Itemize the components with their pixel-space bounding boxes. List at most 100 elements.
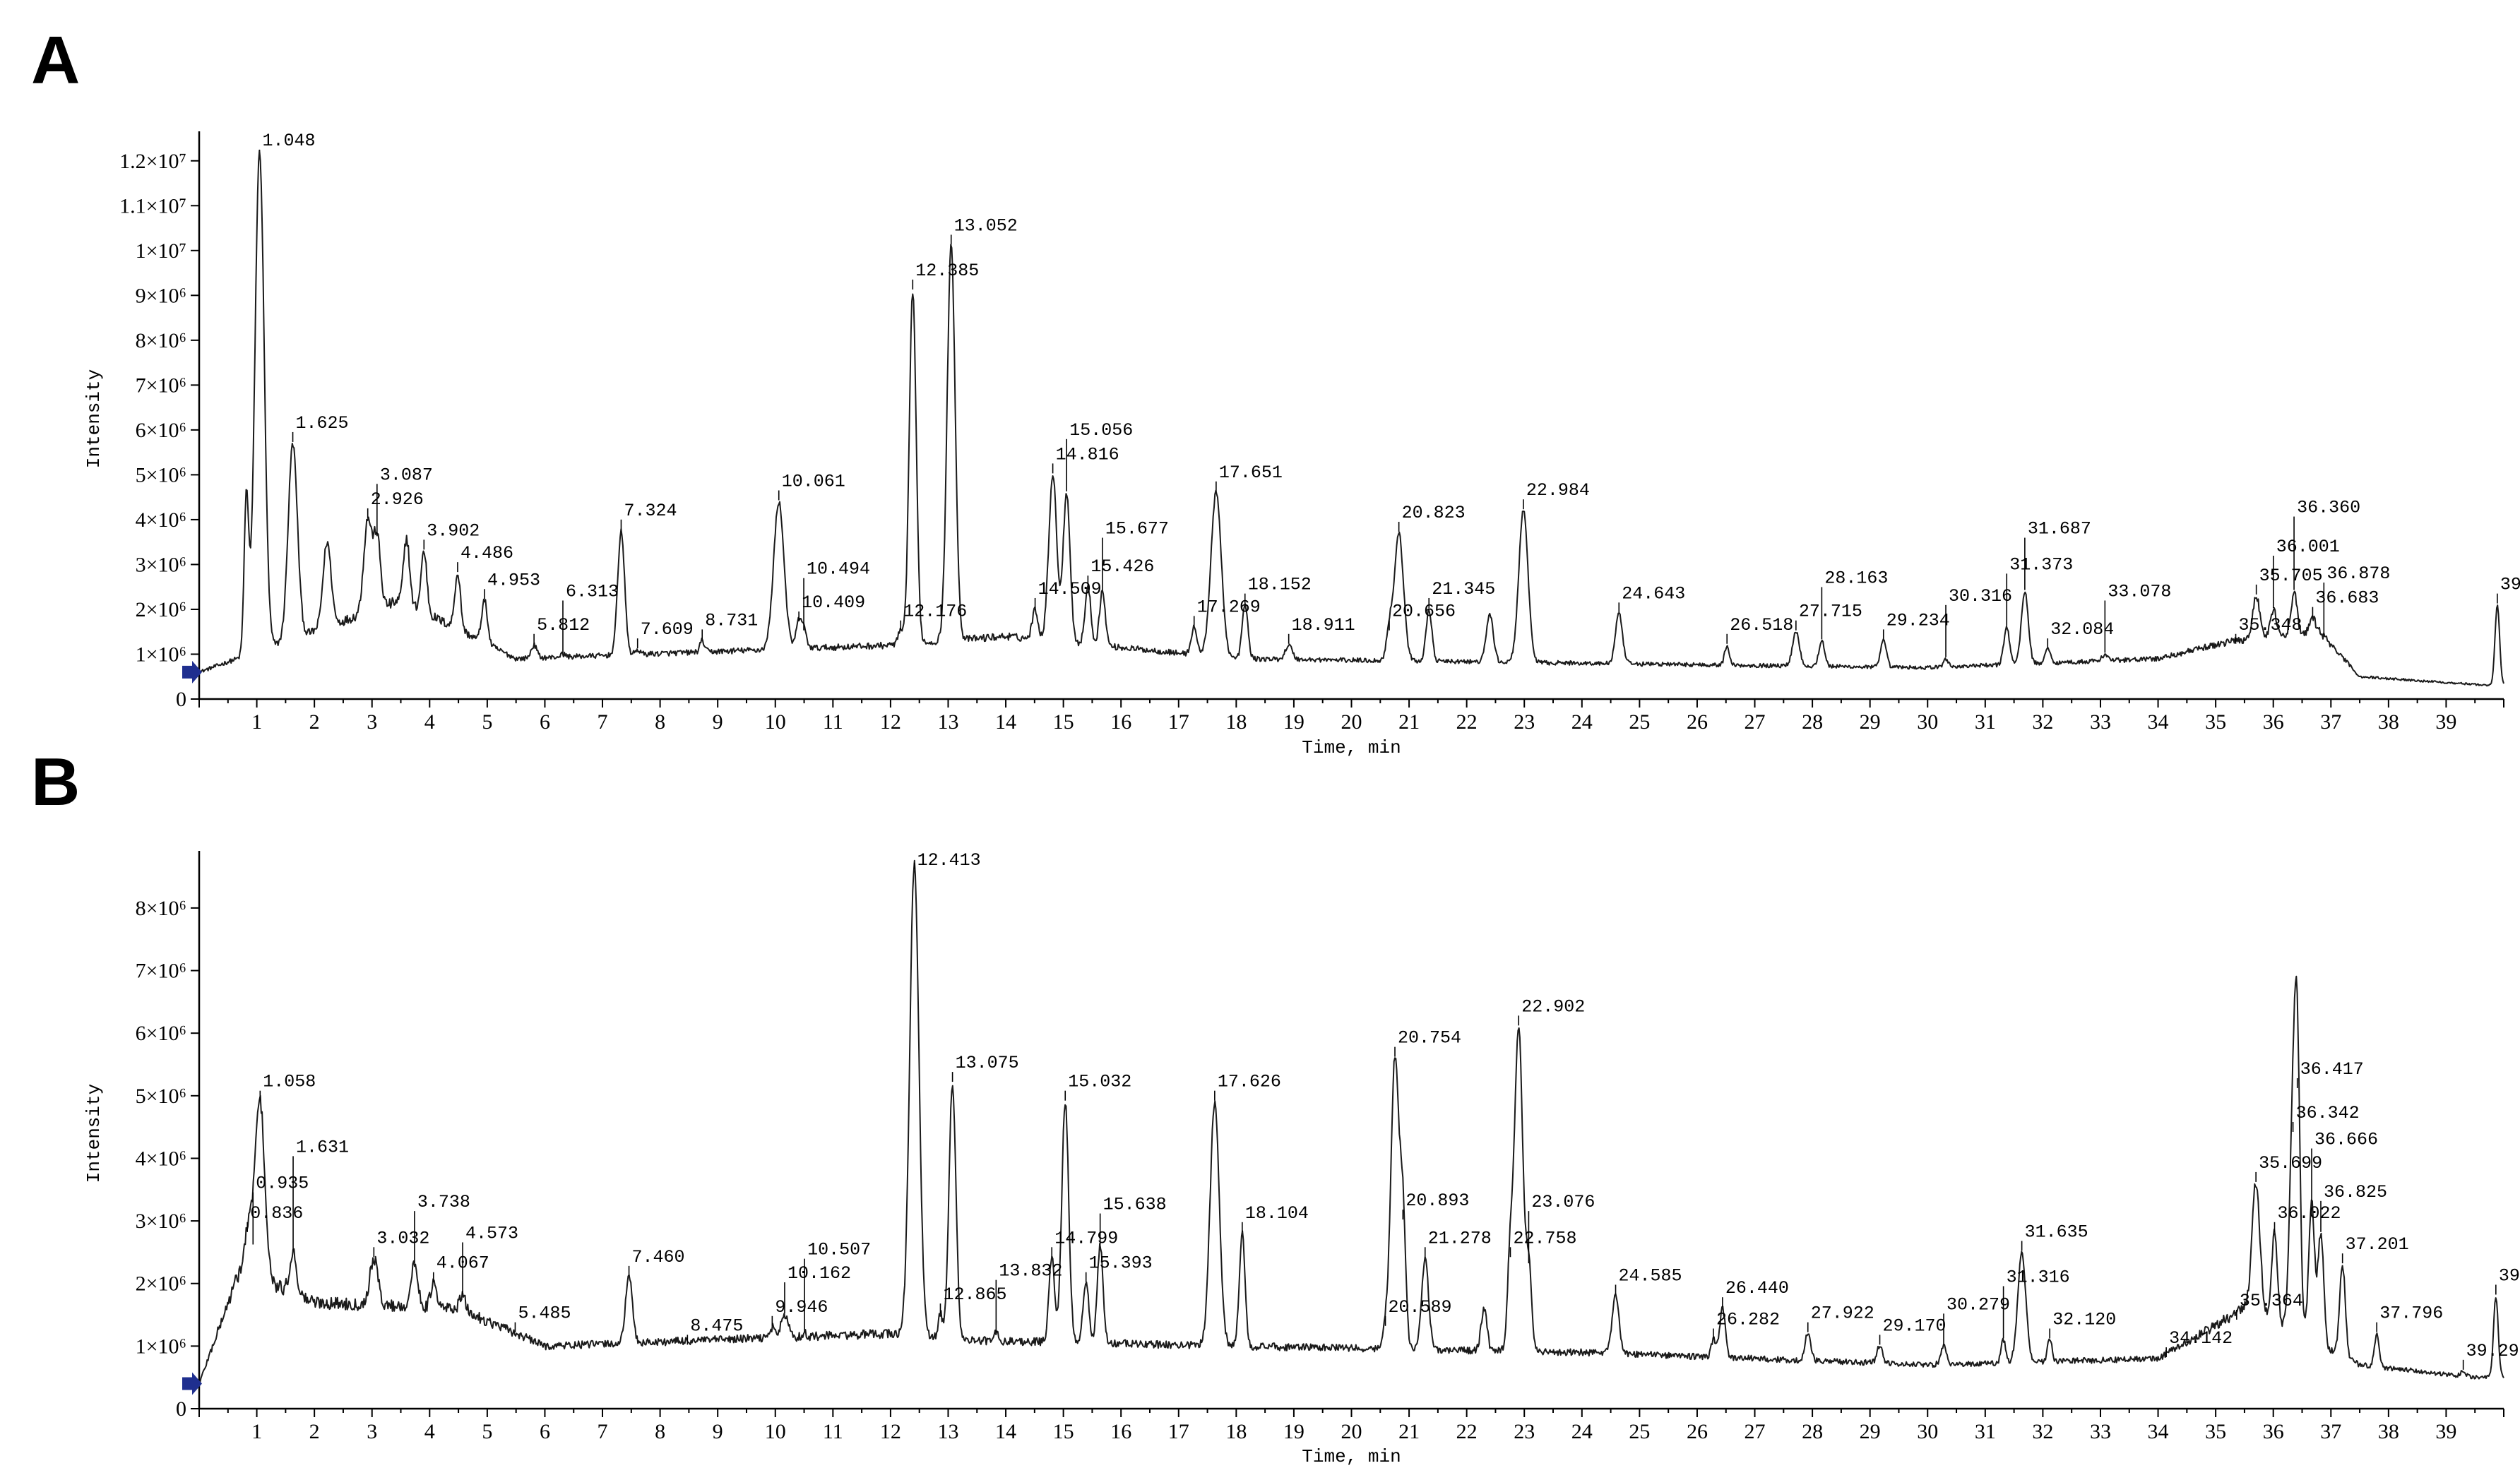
x-tick-label: 23 — [1514, 1420, 1535, 1443]
peak-label: 29.170 — [1883, 1315, 1947, 1336]
x-axis-title: Time, min — [1302, 737, 1401, 758]
peak-label: 0.935 — [256, 1174, 309, 1194]
peak-label: 17.269 — [1197, 597, 1261, 617]
peak-label: 14.816 — [1056, 444, 1119, 465]
peak-label: 12.413 — [917, 850, 981, 871]
peak-label: 32.120 — [2052, 1310, 2116, 1330]
peak-label: 15.638 — [1103, 1195, 1167, 1215]
trace-start-marker — [182, 1372, 202, 1395]
peak-label: 10.162 — [788, 1263, 851, 1284]
peak-label: 7.324 — [624, 501, 677, 521]
peak-label: 31.373 — [2009, 554, 2073, 575]
peak-label: 1.048 — [262, 131, 315, 151]
x-tick-label: 17 — [1168, 1420, 1189, 1443]
x-tick-label: 15 — [1053, 710, 1074, 734]
x-tick-label: 36 — [2263, 1420, 2284, 1443]
y-tick-label: 4×10⁶ — [136, 1147, 186, 1170]
y-tick-label: 6×10⁶ — [136, 419, 186, 442]
peak-label: 22.758 — [1513, 1228, 1576, 1248]
x-tick-label: 32 — [2032, 710, 2053, 734]
x-tick-label: 34 — [2148, 710, 2169, 734]
x-tick-label: 18 — [1225, 1420, 1247, 1443]
x-tick-label: 8 — [655, 710, 665, 734]
x-tick-label: 5 — [482, 710, 492, 734]
y-tick-label: 7×10⁶ — [136, 960, 186, 983]
panel-letter-b: B — [31, 744, 80, 820]
peak-label: 14.509 — [1038, 579, 1102, 599]
x-tick-label: 8 — [655, 1420, 665, 1443]
peak-label: 4.953 — [487, 570, 540, 590]
x-tick-label: 15 — [1053, 1420, 1074, 1443]
peak-label: 30.279 — [1947, 1294, 2010, 1315]
y-tick-label: 3×10⁶ — [136, 1210, 186, 1233]
x-tick-label: 16 — [1110, 710, 1131, 734]
peak-label: 10.409 — [802, 592, 865, 613]
x-tick-label: 16 — [1110, 1420, 1131, 1443]
peak-label: 4.573 — [465, 1223, 518, 1243]
peak-label: 22.902 — [1521, 996, 1585, 1017]
peak-label: 13.832 — [999, 1261, 1062, 1282]
peak-label: 15.056 — [1069, 420, 1133, 441]
y-axis-title: Intensity — [83, 1084, 105, 1183]
peak-label: 20.893 — [1405, 1190, 1469, 1211]
peak-label: 31.635 — [2025, 1222, 2088, 1242]
peak-label: 22.984 — [1526, 480, 1590, 501]
x-tick-label: 17 — [1168, 710, 1189, 734]
peak-label: 10.061 — [782, 472, 845, 492]
peak-label: 13.052 — [954, 215, 1018, 236]
y-tick-label: 7×10⁶ — [136, 374, 186, 397]
x-tick-label: 11 — [823, 710, 843, 734]
x-tick-label: 21 — [1398, 710, 1420, 734]
x-tick-label: 36 — [2263, 710, 2284, 734]
x-tick-label: 24 — [1571, 1420, 1593, 1443]
y-tick-label: 8×10⁶ — [136, 329, 186, 352]
peak-label: 9.946 — [775, 1297, 828, 1318]
peak-label: 3.902 — [427, 520, 480, 541]
peak-label: 26.282 — [1716, 1310, 1780, 1330]
x-tick-label: 21 — [1398, 1420, 1420, 1443]
x-tick-label: 12 — [880, 710, 901, 734]
peak-label: 36.825 — [2324, 1182, 2387, 1202]
y-tick-label: 5×10⁶ — [136, 1085, 186, 1108]
x-tick-label: 1 — [251, 1420, 262, 1443]
chromatogram-trace — [198, 859, 2504, 1384]
panel-a-chart: 0 1×10⁶ 2×10⁶ 3×10⁶ 4×10⁶ 5×10⁶ 6×10⁶ 7×10⁶ 8×10… — [83, 131, 2520, 758]
peak-label: 12.865 — [943, 1284, 1006, 1305]
x-tick-label: 31 — [1975, 710, 1996, 734]
x-tick-label: 29 — [1860, 1420, 1881, 1443]
peak-label: 27.922 — [1811, 1303, 1874, 1324]
peak-label: 21.345 — [1432, 579, 1495, 599]
peak-label: 20.589 — [1389, 1297, 1452, 1318]
x-tick-label: 2 — [309, 1420, 320, 1443]
x-tick-label: 12 — [880, 1420, 901, 1443]
peak-label: 35.348 — [2239, 615, 2302, 635]
peak-label: 0.836 — [250, 1203, 303, 1224]
x-tick-label: 3 — [367, 1420, 377, 1443]
peak-label: 27.715 — [1799, 602, 1862, 622]
x-tick-label: 10 — [765, 1420, 786, 1443]
x-tick-label: 24 — [1571, 710, 1593, 734]
peak-label: 3.738 — [417, 1192, 470, 1212]
x-tick-label: 5 — [482, 1420, 492, 1443]
peak-label: 31.687 — [2028, 519, 2091, 539]
peak-label: 2.926 — [371, 489, 424, 510]
x-tick-label: 11 — [823, 1420, 843, 1443]
x-tick-label: 14 — [995, 710, 1016, 734]
peak-label: 37.201 — [2346, 1234, 2409, 1255]
peak-label: 15.426 — [1090, 556, 1154, 577]
y-tick-label: 0 — [176, 688, 186, 711]
x-tick-label: 18 — [1225, 710, 1247, 734]
x-tick-label: 20 — [1341, 1420, 1362, 1443]
x-tick-label: 22 — [1456, 710, 1478, 734]
x-tick-label: 19 — [1283, 710, 1304, 734]
x-tick-label: 14 — [995, 1420, 1016, 1443]
x-tick-label: 4 — [424, 1420, 435, 1443]
panel-b-chart: 0 1×10⁶ 2×10⁶ 3×10⁶ 4×10⁶ 5×10⁶ 6×10⁶ 7×10⁶ 8×10… — [83, 850, 2520, 1467]
x-tick-label: 28 — [1802, 710, 1823, 734]
x-tick-label: 33 — [2090, 710, 2111, 734]
y-tick-label: 9×10⁶ — [136, 284, 186, 307]
x-tick-label: 19 — [1283, 1420, 1304, 1443]
x-tick-label: 3 — [367, 710, 377, 734]
x-tick-label: 35 — [2205, 1420, 2226, 1443]
x-tick-label: 33 — [2090, 1420, 2111, 1443]
